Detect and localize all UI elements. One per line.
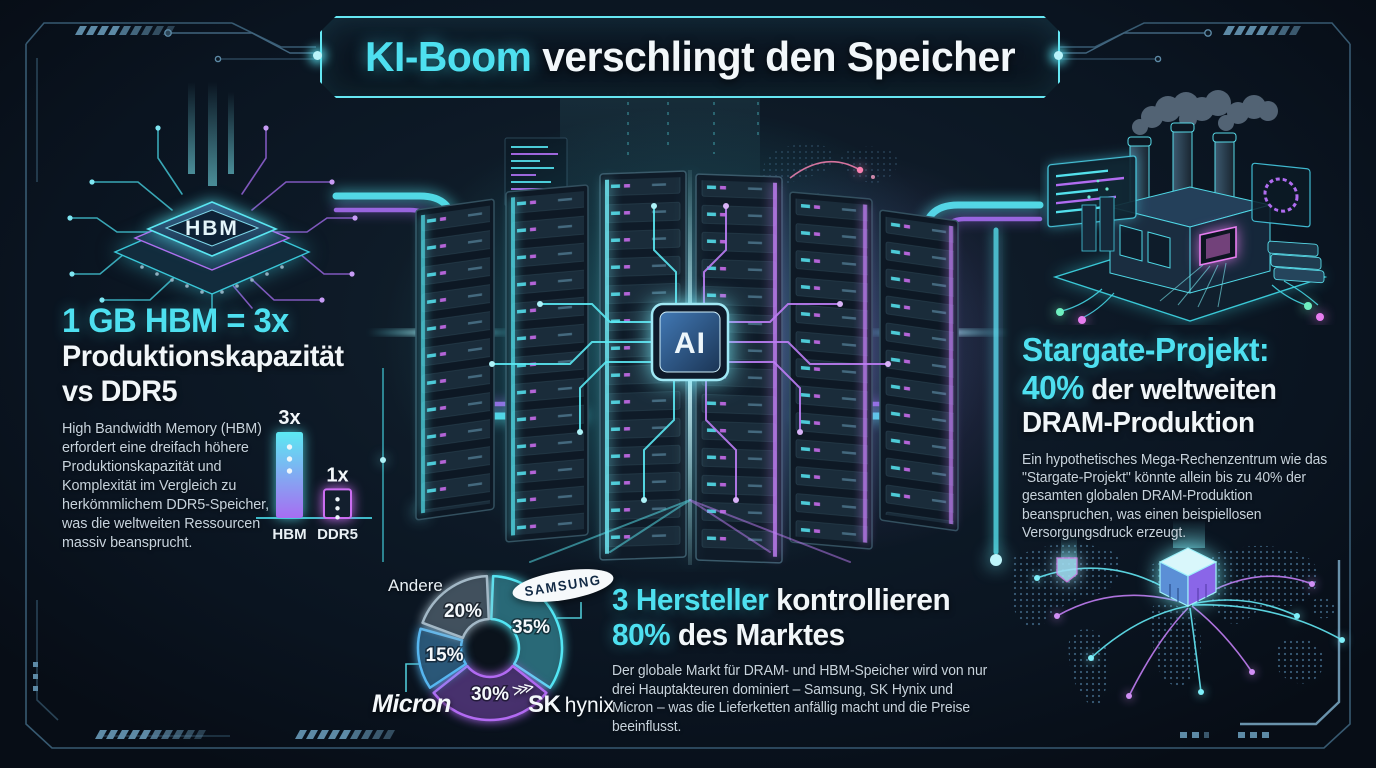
bar-category-label: DDR5 [317, 526, 358, 543]
stargate-percent: 40% [1022, 368, 1084, 406]
donut-segment-andere [421, 574, 490, 640]
market-headline-accent2: 80% [612, 616, 671, 652]
page-title-rest: verschlingt den Speicher [531, 33, 1016, 80]
title-banner: KI-Boom verschlingt den Speicher [320, 16, 1060, 98]
bar-value-label: 3x [278, 407, 300, 429]
stargate-body-text: Ein hypothetisches Mega-Rechenzentrum wi… [1022, 451, 1328, 542]
world-map-illustration [1010, 520, 1345, 707]
donut-percent-label: 30% [471, 684, 509, 705]
datacenter-cube [1158, 547, 1218, 607]
banner-node-left [313, 51, 322, 60]
donut-segment-micron [416, 627, 468, 689]
server-racks-illustration: AI [383, 92, 1003, 572]
market-headline-accent1: 3 Hersteller [612, 582, 769, 617]
market-headline-line2: 80% des Marktes [612, 616, 994, 653]
market-stat-block: 3 Hersteller kontrollieren 80% des Markt… [612, 582, 994, 736]
market-headline-rest2: des Marktes [670, 616, 845, 652]
hbm-stat-block: 1 GB HBM = 3x Produktionskapazität vs DD… [62, 302, 350, 552]
bar-category-label: HBM [272, 526, 306, 543]
ai-chip: AI [650, 302, 730, 382]
donut-label-andere: Andere [388, 576, 443, 595]
hbm-chip-label: HBM [185, 217, 239, 240]
page-title-accent: KI-Boom [364, 33, 532, 80]
stargate-headline-line2-rest: der weltweiten [1083, 373, 1277, 406]
banner-node-right [1054, 51, 1063, 60]
stargate-headline-line2: 40% der weltweiten [1022, 369, 1345, 407]
market-body-text: Der globale Markt für DRAM- und HBM-Spei… [612, 663, 988, 735]
bar-value-label: 1x [326, 464, 348, 486]
donut-segment-sk-hynix [432, 664, 548, 722]
bar-HBM [276, 432, 303, 518]
hbm-vs-ddr5-bar-chart: 3x HBM 1x DDR5 [256, 407, 372, 543]
market-share-donut-chart: 35% 30% 15% 20% [405, 574, 582, 722]
page-title: KI-Boom verschlingt den Speicher [365, 33, 1015, 81]
hbm-chip-illustration: HBM [67, 82, 358, 312]
donut-percent-label: 35% [512, 617, 550, 638]
market-share-donut-area: 35% 30% 15% 20% Andere SAMSUNG Micron ⋙ SK h… [360, 560, 630, 735]
ai-chip-label: AI [674, 327, 706, 360]
donut-percent-label: 20% [444, 601, 482, 622]
stargate-headline-line3: DRAM-Produktion [1022, 407, 1255, 440]
hynix-logo-text: hynix [564, 694, 614, 717]
hatch-ticks [75, 26, 175, 35]
market-headline-line1: 3 Hersteller kontrollieren [612, 582, 994, 618]
hbm-headline-line2: Produktionskapazität [62, 340, 344, 374]
stargate-stat-block: Stargate-Projekt: 40% der weltweiten DRA… [1022, 331, 1345, 543]
market-headline-rest1: kontrollieren [768, 582, 951, 617]
hbm-headline-line3: vs DDR5 [62, 374, 178, 408]
stargate-headline-line1: Stargate-Projekt: [1022, 331, 1270, 368]
sk-hynix-logo: ⋙ SK hynix [511, 679, 614, 719]
micron-logo: Micron [372, 690, 451, 718]
bar-DDR5 [323, 488, 352, 520]
hbm-body-text: High Bandwidth Memory (HBM) erfordert ei… [62, 420, 269, 552]
sk-logo-text: SK [528, 691, 561, 718]
donut-percent-label: 15% [426, 645, 464, 666]
hbm-headline-accent: 1 GB HBM = 3x [62, 302, 289, 340]
factory-illustration [1047, 90, 1328, 324]
